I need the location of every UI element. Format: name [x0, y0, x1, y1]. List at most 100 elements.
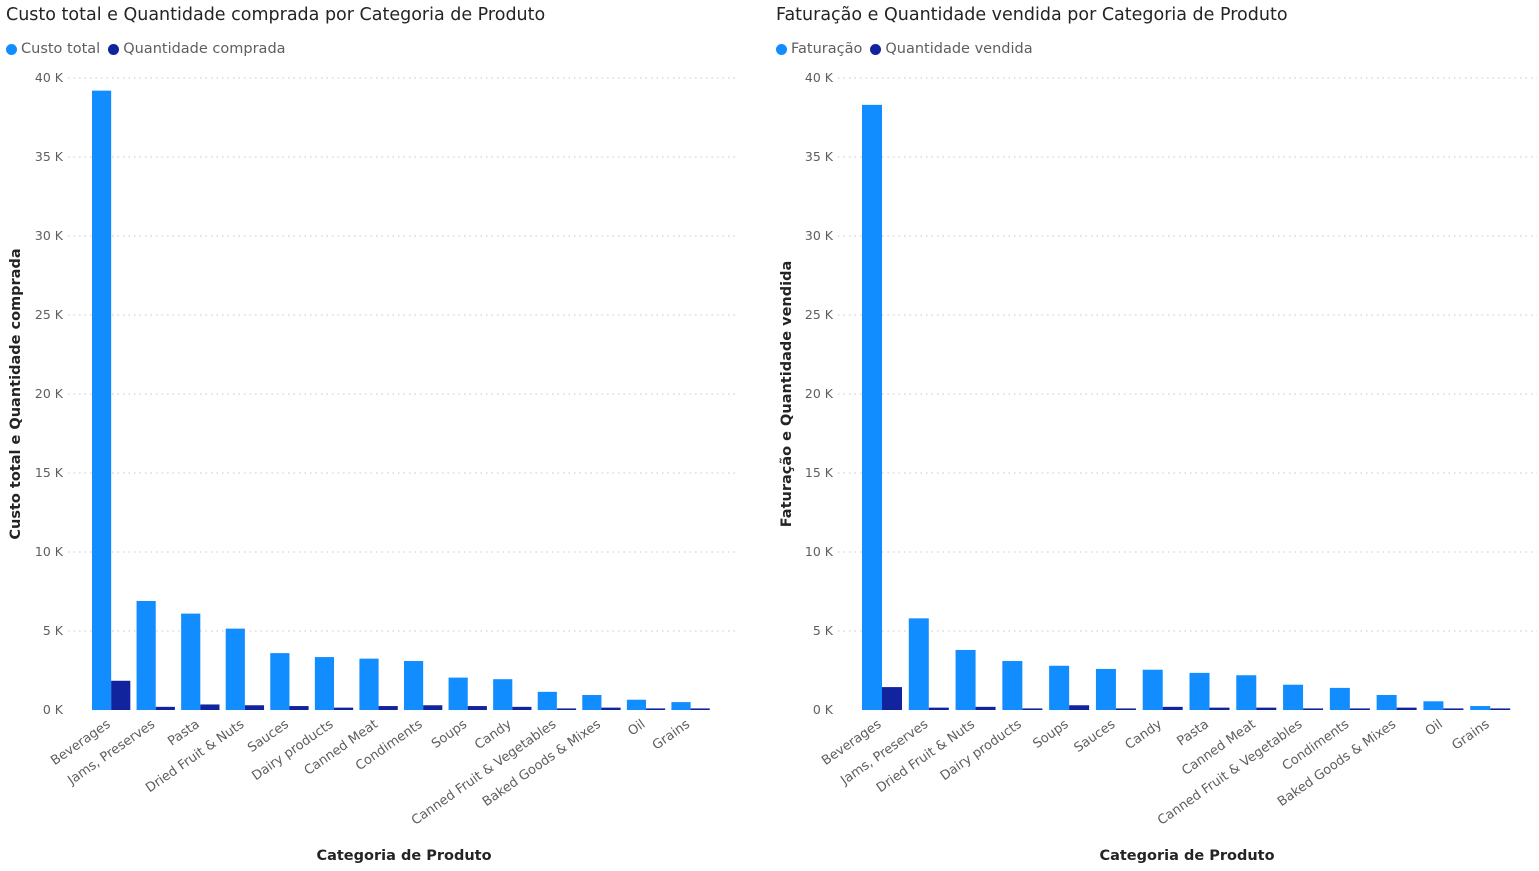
bar-fatura-o-oil[interactable]: [1423, 701, 1444, 710]
bar-quantidade-comprada-sauces[interactable]: [289, 706, 309, 710]
y-tick-label: 40 K: [805, 70, 834, 85]
bar-quantidade-vendida-condiments[interactable]: [1349, 708, 1370, 710]
bar-custo-total-oil[interactable]: [626, 699, 647, 710]
bar-fatura-o-pasta[interactable]: [1189, 672, 1210, 710]
legend-item-quantidade-comprada[interactable]: Quantidade comprada: [108, 41, 286, 57]
bar-fatura-o-candy[interactable]: [1142, 669, 1163, 710]
bar-custo-total-sauces[interactable]: [270, 653, 290, 710]
bar-custo-total-baked-goods-mixes[interactable]: [582, 694, 602, 710]
bar-quantidade-vendida-grains[interactable]: [1490, 708, 1511, 710]
bar-fatura-o-dried-fruit-nuts[interactable]: [955, 649, 976, 710]
bar-quantidade-comprada-jams-preserves[interactable]: [155, 706, 175, 710]
bar-quantidade-vendida-oil[interactable]: [1443, 708, 1464, 710]
bar-quantidade-comprada-soups[interactable]: [467, 706, 487, 710]
chart-title: Custo total e Quantidade comprada por Ca…: [6, 5, 546, 25]
y-tick-label: 0 K: [43, 702, 64, 717]
bar-quantidade-vendida-jams-preserves[interactable]: [928, 707, 949, 710]
y-tick-label: 5 K: [813, 623, 834, 638]
legend-marker-quantidade-comprada: [108, 43, 120, 55]
bar-custo-total-dried-fruit-nuts[interactable]: [225, 628, 245, 710]
bar-quantidade-comprada-baked-goods-mixes[interactable]: [601, 707, 621, 710]
y-tick-label: 10 K: [35, 544, 64, 559]
y-tick-label: 0 K: [813, 702, 834, 717]
bar-quantidade-vendida-pasta[interactable]: [1209, 707, 1230, 710]
bar-quantidade-comprada-oil[interactable]: [646, 708, 666, 710]
bar-fatura-o-beverages[interactable]: [862, 104, 882, 711]
x-tick-label: Oil: [625, 717, 648, 739]
bar-custo-total-canned-meat[interactable]: [359, 658, 379, 710]
bar-fatura-o-baked-goods-mixes[interactable]: [1376, 694, 1397, 710]
legend-label-faturacao: Faturação: [791, 41, 863, 57]
chart-panel-custo: Custo total e Quantidade comprada por Ca…: [0, 0, 760, 871]
bar-quantidade-vendida-sauces[interactable]: [1115, 708, 1136, 710]
bar-custo-total-candy[interactable]: [493, 679, 513, 710]
bar-fatura-o-soups[interactable]: [1049, 665, 1070, 710]
bar-custo-total-pasta[interactable]: [181, 613, 201, 710]
legend[interactable]: Custo total Quantidade comprada: [6, 41, 294, 57]
bar-quantidade-vendida-canned-fruit-vegetables[interactable]: [1303, 708, 1324, 710]
legend[interactable]: Faturação Quantidade vendida: [776, 41, 1041, 57]
x-tick-label: Pasta: [165, 717, 202, 749]
legend-item-faturacao[interactable]: Faturação: [776, 41, 862, 57]
chart-title: Faturação e Quantidade vendida por Categ…: [776, 5, 1288, 25]
x-tick-label: Oil: [1423, 717, 1446, 739]
bar-quantidade-vendida-dried-fruit-nuts[interactable]: [975, 706, 996, 710]
bar-custo-total-condiments[interactable]: [404, 661, 424, 710]
bar-custo-total-jams-preserves[interactable]: [136, 600, 156, 710]
bar-fatura-o-canned-meat[interactable]: [1236, 675, 1257, 710]
y-tick-label: 35 K: [805, 149, 834, 164]
bar-quantidade-vendida-dairy-products[interactable]: [1022, 708, 1043, 710]
x-axis-title: Categoria de Produto: [316, 848, 491, 864]
bar-custo-total-dairy-products[interactable]: [314, 657, 335, 710]
bar-quantidade-comprada-canned-fruit-vegetables[interactable]: [556, 708, 577, 710]
legend-marker-quantidade-vendida: [870, 43, 882, 55]
y-axis-title: Faturação e Quantidade vendida: [779, 261, 795, 528]
bar-quantidade-comprada-pasta[interactable]: [200, 704, 220, 710]
bar-quantidade-comprada-dried-fruit-nuts[interactable]: [244, 705, 265, 710]
bar-quantidade-vendida-beverages[interactable]: [882, 687, 902, 710]
bar-quantidade-comprada-beverages[interactable]: [111, 680, 131, 710]
bar-fatura-o-sauces[interactable]: [1095, 668, 1116, 710]
x-tick-label: Candy: [1123, 717, 1166, 753]
bar-quantidade-comprada-canned-meat[interactable]: [378, 706, 398, 710]
legend-item-custo-total[interactable]: Custo total: [6, 41, 100, 57]
y-tick-label: 30 K: [805, 228, 834, 243]
bar-quantidade-vendida-canned-meat[interactable]: [1256, 707, 1277, 710]
bar-custo-total-soups[interactable]: [448, 677, 468, 710]
x-tick-label: Sauces: [1072, 717, 1119, 756]
y-tick-label: 10 K: [805, 544, 834, 559]
y-tick-label: 35 K: [35, 149, 64, 164]
bar-fatura-o-grains[interactable]: [1470, 706, 1491, 710]
bar-quantidade-comprada-grains[interactable]: [690, 708, 710, 710]
bar-quantidade-comprada-dairy-products[interactable]: [334, 707, 354, 710]
bar-custo-total-beverages[interactable]: [92, 90, 112, 710]
bar-quantidade-vendida-candy[interactable]: [1162, 706, 1183, 710]
y-tick-label: 30 K: [35, 228, 64, 243]
x-tick-label: Pasta: [1174, 717, 1211, 749]
y-tick-label: 40 K: [35, 70, 64, 85]
x-tick-label: Soups: [429, 717, 470, 752]
bar-quantidade-comprada-condiments[interactable]: [423, 705, 443, 710]
x-axis-title: Categoria de Produto: [1099, 848, 1274, 864]
y-tick-label: 15 K: [35, 465, 64, 480]
y-tick-label: 25 K: [805, 307, 834, 322]
legend-item-quantidade-vendida[interactable]: Quantidade vendida: [870, 41, 1033, 57]
bar-fatura-o-condiments[interactable]: [1329, 687, 1350, 710]
bar-fatura-o-canned-fruit-vegetables[interactable]: [1283, 684, 1304, 710]
x-tick-label: Dairy products: [938, 717, 1025, 784]
bar-custo-total-canned-fruit-vegetables[interactable]: [537, 691, 557, 710]
legend-label-custo-total: Custo total: [21, 41, 101, 57]
chart-panel-faturacao: Faturação e Quantidade vendida por Categ…: [770, 0, 1539, 871]
bar-quantidade-vendida-baked-goods-mixes[interactable]: [1396, 707, 1417, 710]
bar-plot-faturacao: 0 K 5 K 10 K 15 K 20 K 25 K 30 K 35 K 40 K Fatura…: [779, 70, 1537, 864]
bar-fatura-o-jams-preserves[interactable]: [908, 618, 929, 710]
x-tick-label: Soups: [1030, 717, 1071, 752]
bar-custo-total-grains[interactable]: [671, 702, 691, 710]
y-tick-label: 20 K: [805, 386, 834, 401]
bar-quantidade-vendida-soups[interactable]: [1069, 705, 1090, 710]
legend-marker-custo-total: [6, 43, 17, 55]
bar-fatura-o-dairy-products[interactable]: [1002, 661, 1023, 710]
x-tick-label: Grains: [1449, 717, 1492, 754]
y-tick-label: 20 K: [35, 386, 64, 401]
bar-quantidade-comprada-candy[interactable]: [512, 706, 532, 710]
